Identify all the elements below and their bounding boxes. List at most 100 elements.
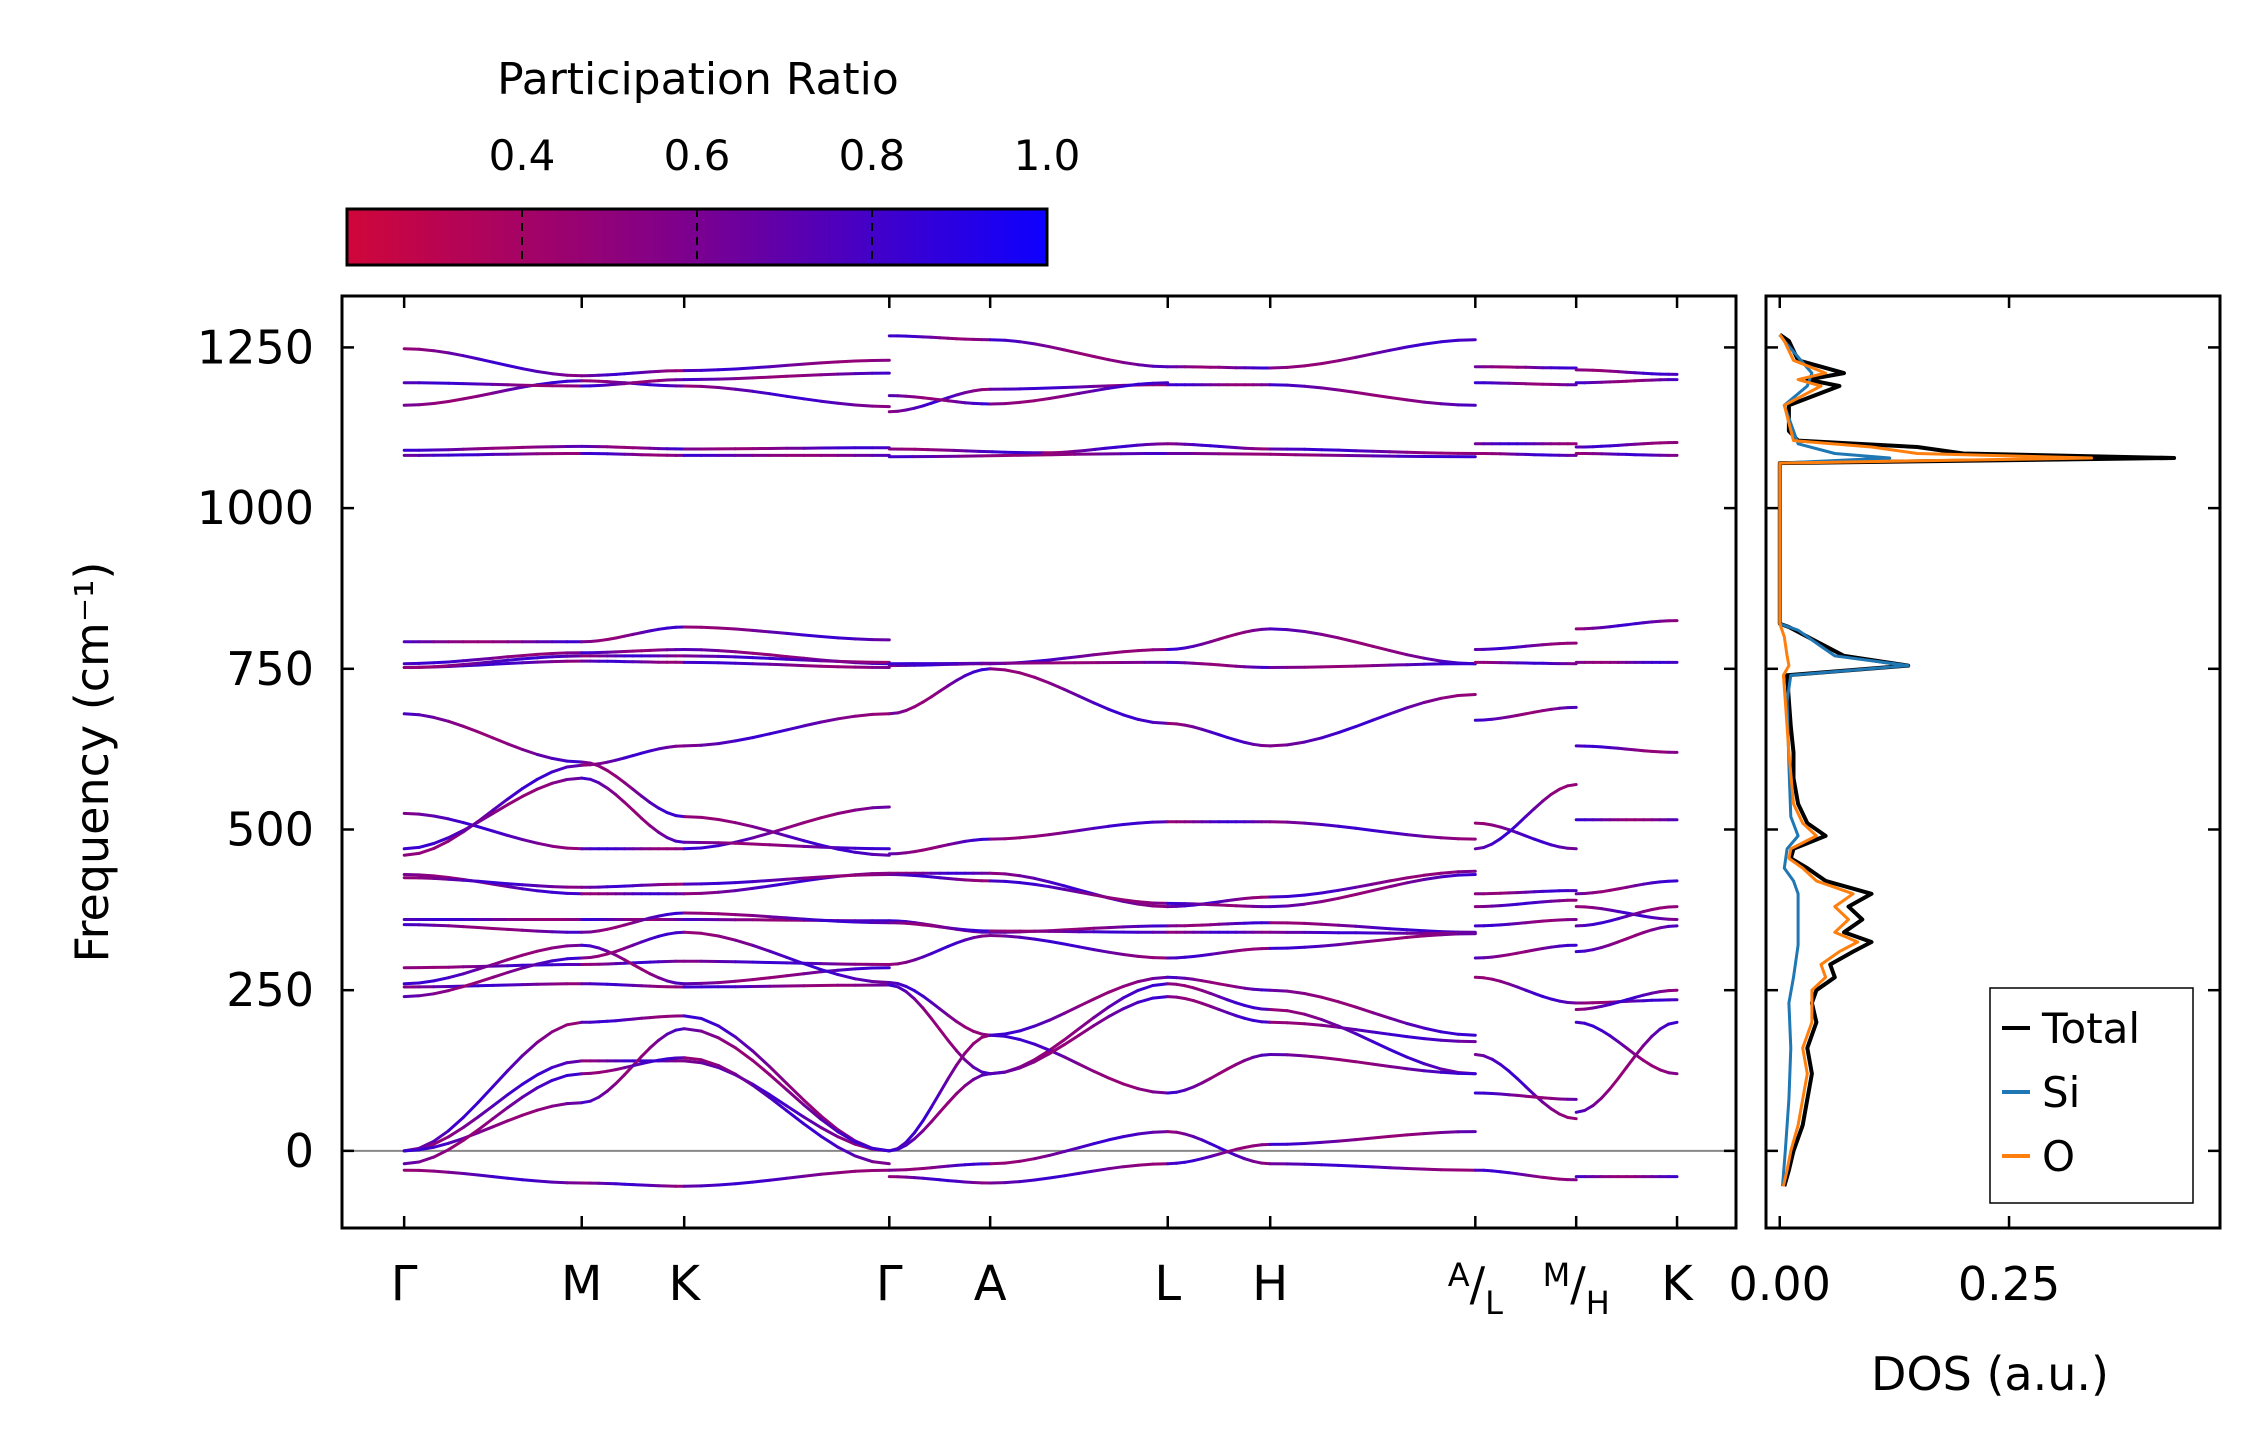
band-line-segment [1047, 880, 1066, 888]
band-line-segment [1062, 884, 1081, 892]
band-line-segment [1302, 736, 1323, 744]
band-line-segment [1371, 829, 1392, 835]
band-line-segment [1405, 342, 1426, 349]
band-line-segment [699, 881, 720, 886]
band-line-segment [1121, 898, 1140, 904]
band-line-segment [432, 923, 450, 928]
band-line-segment [521, 777, 539, 790]
band-line-segment [802, 633, 823, 638]
band-line-segment [1047, 831, 1066, 837]
band-line-segment [1151, 982, 1170, 987]
band-line-segment [1439, 1030, 1460, 1036]
band-line-segment [476, 446, 495, 451]
band-line-segment [768, 728, 789, 736]
band-line-segment [417, 1155, 436, 1164]
band-line-segment [476, 662, 495, 667]
band-line-segment [734, 376, 755, 381]
band-line-segment [785, 663, 806, 668]
band-line-segment [1388, 881, 1409, 889]
band-line-segment [1337, 636, 1358, 644]
band-line-segment [716, 934, 737, 942]
band-line-segment [836, 808, 857, 815]
band-line-segment [1092, 893, 1111, 900]
band-line-segment [836, 401, 857, 407]
x-tick-label: M [561, 1256, 602, 1312]
band-line-segment [565, 1059, 584, 1065]
y-tick-label: 250 [226, 963, 314, 1017]
band-line-segment [1456, 873, 1477, 877]
band-line-segment [1033, 675, 1051, 685]
band-line-segment [640, 967, 652, 976]
band-line-segment [1077, 653, 1096, 659]
band-line-segment [565, 763, 584, 769]
band-line-segment [802, 658, 823, 663]
band-line-segment [648, 934, 661, 941]
band-line-segment [699, 1061, 720, 1069]
band-line-segment [768, 1093, 789, 1108]
band-line-segment [971, 1065, 984, 1074]
band-line-segment [768, 392, 789, 398]
band-line-segment [853, 1169, 874, 1173]
band-line-segment [1077, 1062, 1096, 1073]
band-line-segment [535, 1030, 554, 1044]
band-line-segment [1371, 885, 1392, 893]
band-line-segment [1077, 389, 1096, 395]
band-line-segment [751, 1058, 772, 1077]
band-line-segment [535, 1066, 554, 1077]
band-line-segment [1047, 1043, 1066, 1056]
band-line-segment [682, 743, 703, 748]
band-line-segment [1092, 651, 1111, 657]
band-line-segment [521, 962, 539, 970]
band-line-segment [819, 1134, 840, 1149]
band-line-segment [491, 971, 510, 979]
band-line-segment [1302, 821, 1323, 826]
band-line-segment [402, 845, 421, 851]
band-line-segment [1302, 362, 1323, 368]
band-line-segment [1183, 1085, 1195, 1092]
band-line-segment [751, 732, 772, 740]
band-line-segment [565, 1020, 584, 1027]
x-tick-label: K [1661, 1256, 1694, 1312]
band-line-segment [1507, 1069, 1519, 1081]
band-line-segment [1337, 1138, 1358, 1143]
band-line-segment [491, 1119, 510, 1129]
band-line-segment [1371, 937, 1392, 943]
band-line-segment [836, 919, 857, 924]
band-line-segment [1003, 1180, 1022, 1185]
band-line-segment [682, 815, 703, 819]
band-line-segment [734, 938, 755, 947]
band-line-segment [904, 984, 916, 993]
band-line-segment [447, 1126, 465, 1139]
band-line-segment [521, 883, 539, 888]
band-line-segment [1003, 668, 1022, 675]
band-line-segment [506, 885, 524, 891]
band-line-segment [1285, 820, 1306, 825]
band-line-segment [1033, 342, 1051, 349]
band-line-segment [1077, 997, 1096, 1008]
band-line-segment [648, 801, 661, 810]
band-line-segment [432, 874, 450, 879]
band-line-segment [938, 1101, 950, 1114]
band-line-segment [1285, 740, 1306, 747]
band-line-segment [1566, 783, 1578, 788]
band-line-segment [896, 985, 908, 994]
band-line-segment [1092, 824, 1111, 830]
band-line-segment [461, 354, 480, 361]
band-line-segment [785, 821, 806, 830]
band-line-segment [1047, 939, 1066, 946]
band-line-segment [476, 825, 495, 833]
band-line-segment [802, 877, 823, 883]
band-line-segment [550, 1074, 569, 1082]
band-line-segment [432, 836, 450, 845]
band-line-segment [1033, 876, 1051, 884]
band-line-segment [1121, 1163, 1140, 1169]
x-tick-label: A/L [1448, 1256, 1503, 1322]
y-tick-label: 750 [226, 642, 314, 696]
band-line-segment [1268, 904, 1289, 909]
band-line-segment [768, 882, 789, 888]
band-line-segment [461, 925, 480, 929]
band-line-segment [1121, 361, 1140, 367]
band-line-segment [1337, 1163, 1358, 1168]
band-line-segment [1302, 1022, 1323, 1027]
band-line-segment [1422, 656, 1443, 663]
